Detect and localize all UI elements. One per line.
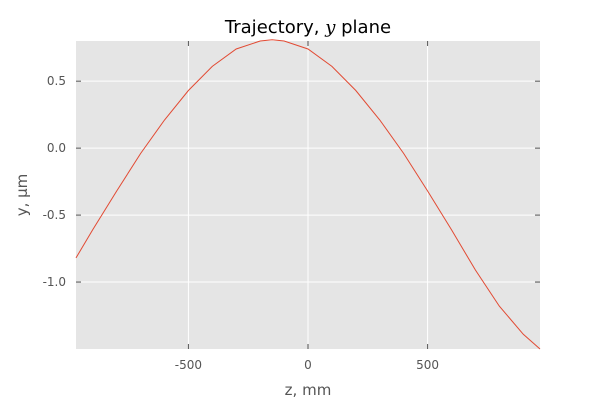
x-tick-label: 0 (304, 358, 312, 372)
chart-title-symbol: y (324, 17, 336, 38)
x-tick-label: -500 (175, 358, 202, 372)
chart-title-suffix: plane (335, 17, 391, 38)
x-grid (187, 41, 429, 349)
tick-marks (76, 41, 540, 349)
chart-title-prefix: Trajectory, (224, 17, 325, 38)
y-tick-labels: 0.5 0.0 -0.5 -1.0 (43, 74, 66, 289)
y-tick-label: 0.0 (47, 141, 66, 155)
y-tick-label: -1.0 (43, 275, 66, 289)
series-line (75, 39, 541, 350)
y-tick-label: 0.5 (47, 74, 66, 88)
x-axis-label: z, mm (285, 381, 332, 399)
x-tick-labels: -500 0 500 (175, 358, 439, 372)
x-tick-label: 500 (416, 358, 439, 372)
y-tick-label: -0.5 (43, 208, 66, 222)
y-axis-label: y, µm (13, 174, 31, 217)
chart-title: Trajectory, y plane (224, 17, 391, 38)
y-grid (76, 80, 540, 283)
